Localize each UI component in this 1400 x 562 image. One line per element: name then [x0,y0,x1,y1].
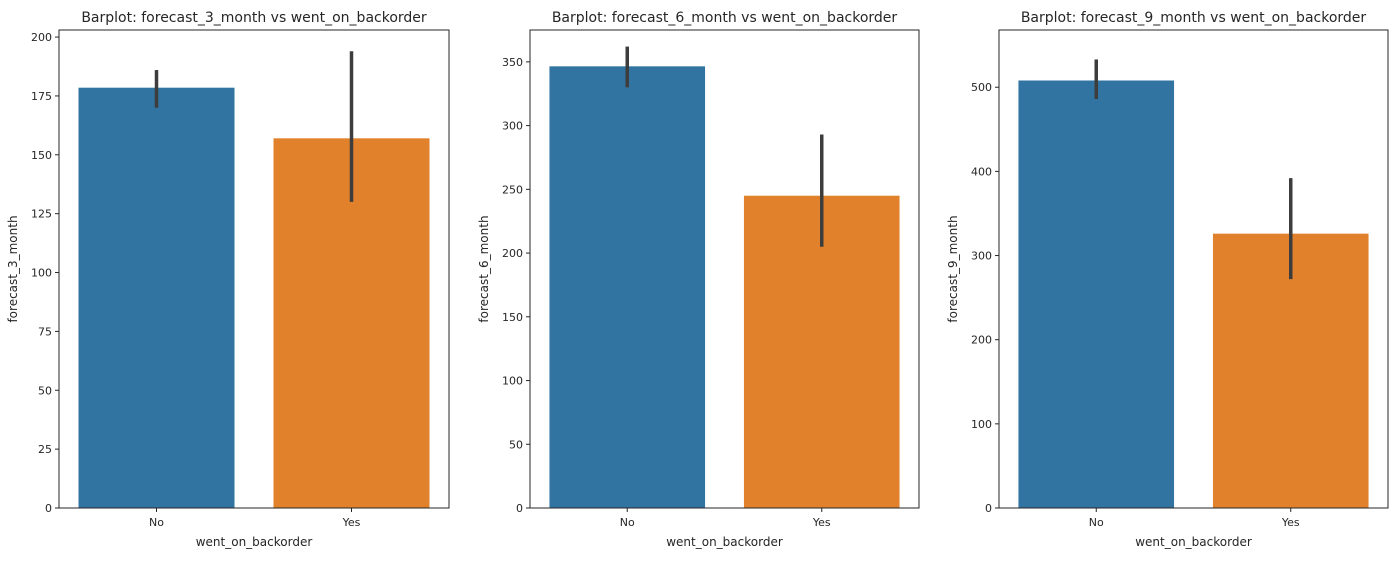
x-axis-label: went_on_backorder [666,535,783,549]
x-tick-label: No [620,516,635,529]
x-axis-label: went_on_backorder [196,535,313,549]
x-tick-label: No [149,516,164,529]
y-tick-label: 400 [971,165,992,178]
chart-title: Barplot: forecast_6_month vs went_on_bac… [552,10,898,26]
x-tick-label: Yes [812,516,831,529]
y-axis-label: forecast_6_month [477,215,491,322]
y-tick-label: 50 [509,438,523,451]
x-axis-label: went_on_backorder [1135,535,1252,549]
axes-frame [58,29,450,509]
chart-panel-2: Barplot: forecast_6_month vs went_on_bac… [477,10,920,549]
axes-frame [529,29,920,509]
y-tick-label: 100 [31,267,52,280]
y-tick-label: 100 [502,375,523,388]
y-tick-label: 100 [971,418,992,431]
y-tick-label: 500 [971,81,992,94]
y-tick-label: 0 [985,502,992,515]
y-tick-label: 300 [971,250,992,263]
y-tick-label: 0 [45,502,52,515]
bar-yes [743,195,900,508]
y-tick-label: 350 [502,56,523,69]
y-tick-label: 150 [31,149,52,162]
bar-no [78,87,235,509]
bar-no [1018,80,1175,509]
x-tick-label: No [1089,516,1104,529]
chart-title: Barplot: forecast_9_month vs went_on_bac… [1021,10,1367,26]
y-tick-label: 200 [971,334,992,347]
y-tick-label: 0 [516,502,523,515]
chart-panel-3: Barplot: forecast_9_month vs went_on_bac… [946,10,1389,549]
chart-title: Barplot: forecast_3_month vs went_on_bac… [81,10,427,26]
x-tick-label: Yes [1281,516,1300,529]
bar-yes [1212,233,1369,509]
y-tick-label: 250 [502,183,523,196]
y-axis-label: forecast_3_month [6,215,20,322]
bar-no [549,66,706,508]
y-axis-label: forecast_9_month [946,215,960,322]
y-tick-label: 50 [38,384,52,397]
y-tick-label: 125 [31,208,52,221]
y-tick-label: 200 [502,247,523,260]
y-tick-label: 200 [31,31,52,44]
y-tick-label: 175 [31,90,52,103]
axes-frame [998,29,1389,509]
chart-panel-1: Barplot: forecast_3_month vs went_on_bac… [6,10,450,549]
y-tick-label: 300 [502,120,523,133]
y-tick-label: 150 [502,311,523,324]
x-tick-label: Yes [342,516,361,529]
y-tick-label: 75 [38,325,52,338]
y-tick-label: 25 [38,443,52,456]
